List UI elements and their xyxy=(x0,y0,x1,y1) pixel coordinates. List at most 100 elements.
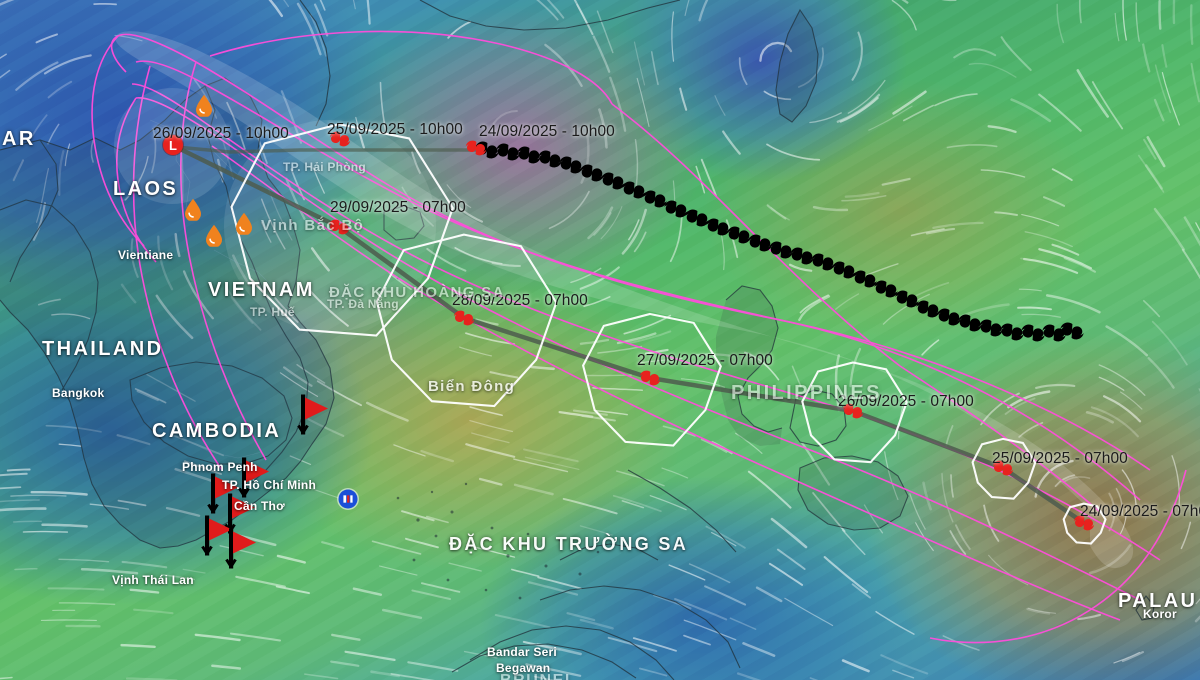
streamline xyxy=(47,123,60,145)
streamline xyxy=(537,576,582,590)
station-marker-blue[interactable] xyxy=(338,489,358,509)
streamline xyxy=(90,139,94,163)
streamline xyxy=(157,235,174,291)
streamline xyxy=(1078,0,1082,24)
streamline xyxy=(847,79,886,114)
history-cyclone-symbol xyxy=(559,156,583,174)
streamline xyxy=(174,232,181,258)
streamline xyxy=(812,205,849,212)
streamline xyxy=(742,642,776,657)
cone-outline-left-arc-2 xyxy=(116,97,157,263)
streamline xyxy=(451,288,502,305)
streamline xyxy=(378,565,418,576)
streamline xyxy=(352,0,356,10)
forecast-time-label: 25/09/2025 - 07h00 xyxy=(992,450,1128,467)
storm-warning-flag[interactable] xyxy=(207,473,241,519)
streamline xyxy=(671,11,675,62)
streamline xyxy=(411,589,452,601)
history-cyclone-symbol xyxy=(1021,324,1045,342)
uncertainty-circle xyxy=(230,123,454,337)
streamline xyxy=(661,467,689,479)
streamline xyxy=(89,503,130,510)
geo-label-philippines: PHILIPPINES xyxy=(731,382,882,404)
streamline xyxy=(465,443,516,458)
streamline xyxy=(1026,607,1051,615)
streamline xyxy=(0,53,7,59)
streamline xyxy=(407,661,459,672)
storm-warning-flag[interactable] xyxy=(238,457,272,503)
streamline xyxy=(597,345,643,354)
streamline xyxy=(30,490,88,496)
cyclone-position-marker[interactable] xyxy=(329,128,351,150)
streamline xyxy=(1143,138,1157,160)
cyclone-position-marker[interactable] xyxy=(453,307,475,329)
forecast-time-label: 26/09/2025 - 10h00 xyxy=(153,125,289,142)
streamline xyxy=(968,62,1017,78)
streamline xyxy=(0,0,15,6)
rain-warning-icon[interactable] xyxy=(196,94,213,118)
streamline xyxy=(182,270,214,320)
streamline xyxy=(994,211,1018,216)
streamline xyxy=(799,294,830,314)
streamline xyxy=(1045,294,1101,314)
streamline xyxy=(612,494,662,513)
streamline xyxy=(276,554,306,564)
streamline xyxy=(587,206,614,240)
streamline xyxy=(1021,313,1062,318)
cyclone-position-marker[interactable] xyxy=(465,137,487,159)
storm-warning-flag[interactable] xyxy=(225,528,259,574)
geo-label-hai-phong: TP. Hải Phòng xyxy=(283,160,366,174)
geo-label-palau: PALAU xyxy=(1118,590,1198,612)
streamline xyxy=(226,101,246,150)
cone-outline-left-arc xyxy=(91,35,145,247)
cyclone-position-marker[interactable] xyxy=(842,400,864,422)
streamline xyxy=(1023,257,1079,274)
cyclone-position-marker[interactable] xyxy=(639,367,661,389)
streamline xyxy=(492,110,518,125)
streamline xyxy=(609,76,627,132)
streamline xyxy=(1190,62,1200,103)
streamline xyxy=(194,633,241,642)
rain-warning-icon[interactable] xyxy=(185,198,202,222)
low-pressure-marker[interactable]: L xyxy=(163,135,183,155)
history-cyclone-symbol xyxy=(1042,324,1066,342)
geo-label-can-tho: Cần Thơ xyxy=(234,499,285,513)
streamline xyxy=(650,51,659,86)
streamline xyxy=(1105,325,1149,357)
streamline xyxy=(522,448,579,463)
cyclone-position-marker[interactable] xyxy=(328,216,350,238)
streamline xyxy=(14,567,38,571)
streamline xyxy=(1147,357,1175,389)
streamline xyxy=(1038,93,1082,132)
streamline xyxy=(1115,488,1124,516)
streamline xyxy=(633,231,647,253)
storm-warning-flag[interactable] xyxy=(297,394,331,440)
streamline xyxy=(755,586,783,603)
streamline xyxy=(683,619,737,641)
history-cyclone-symbol xyxy=(496,143,520,161)
history-cyclone-symbol xyxy=(685,209,709,227)
streamline xyxy=(1076,69,1109,118)
rain-warning-icon[interactable] xyxy=(236,212,253,236)
streamline xyxy=(921,339,940,356)
storm-warning-flag[interactable] xyxy=(201,515,235,561)
streamline xyxy=(465,544,516,558)
cyclone-position-marker[interactable] xyxy=(992,457,1014,479)
streamline xyxy=(688,563,731,584)
streamline xyxy=(868,105,913,131)
cyclone-position-marker[interactable] xyxy=(1073,512,1095,534)
rain-warning-icon[interactable] xyxy=(206,224,223,248)
streamline xyxy=(1098,376,1125,391)
streamline xyxy=(548,190,590,230)
history-cyclone-symbol xyxy=(643,190,667,208)
streamline xyxy=(770,517,808,549)
geo-label-myanmar: AR xyxy=(2,128,36,150)
streamline xyxy=(290,168,305,201)
streamline xyxy=(925,227,956,235)
streamline xyxy=(1108,492,1116,532)
history-cyclone-symbol xyxy=(664,200,688,218)
streamline xyxy=(1089,544,1132,575)
streamline xyxy=(764,91,787,100)
streamline xyxy=(475,318,499,326)
